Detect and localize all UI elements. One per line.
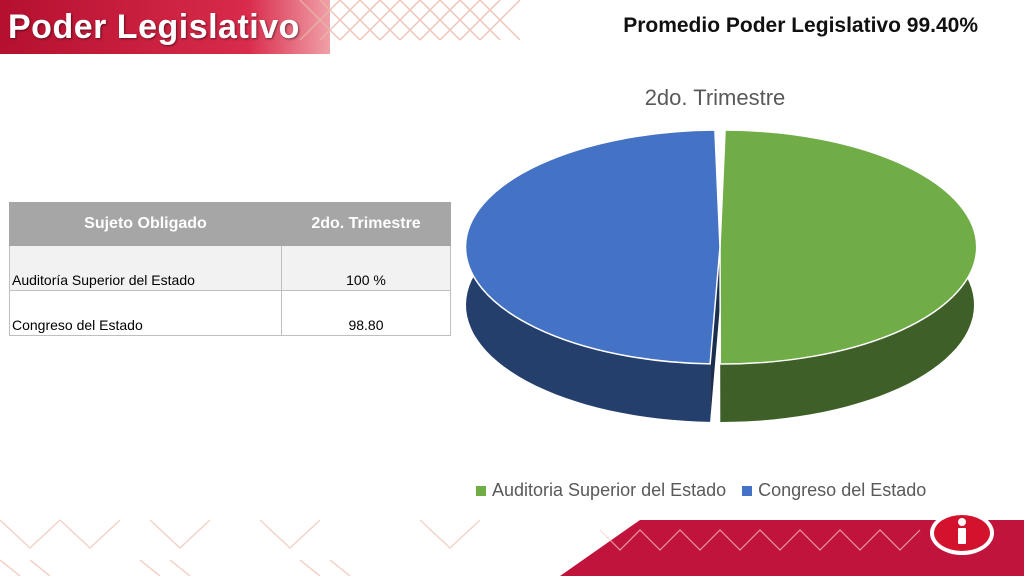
legend-label: Auditoria Superior del Estado <box>492 480 727 500</box>
legend-item: Auditoria Superior del Estado <box>476 480 726 501</box>
header-subject: Sujeto Obligado <box>9 202 282 246</box>
table-row: Congreso del Estado 98.80 <box>9 290 451 336</box>
compliance-table: Sujeto Obligado 2do. Trimestre Auditoría… <box>9 202 451 336</box>
chart-legend: Auditoria Superior del Estado Congreso d… <box>476 480 926 501</box>
pie-slice-1 <box>464 130 721 365</box>
pie-slice-0 <box>719 130 978 365</box>
info-icon <box>930 511 994 555</box>
pie-slice-cut <box>710 247 720 422</box>
legend-label: Congreso del Estado <box>758 480 927 500</box>
cell-name: Congreso del Estado <box>9 290 282 336</box>
cell-name: Auditoría Superior del Estado <box>9 245 282 291</box>
cell-value: 100 % <box>281 245 451 291</box>
page-title: Poder Legislativo <box>8 8 300 46</box>
chart-title: 2do. Trimestre <box>644 85 786 110</box>
pie-chart <box>464 130 978 422</box>
header-quarter: 2do. Trimestre <box>281 202 451 246</box>
table-header-row: Sujeto Obligado 2do. Trimestre <box>9 202 451 246</box>
cell-value: 98.80 <box>281 290 451 336</box>
legend-item: Congreso del Estado <box>742 480 926 501</box>
average-subtitle: Promedio Poder Legislativo 99.40% <box>623 14 978 37</box>
legend-swatch-0 <box>476 485 486 496</box>
legend-swatch-1 <box>742 485 753 496</box>
table-row: Auditoría Superior del Estado 100 % <box>9 245 451 291</box>
